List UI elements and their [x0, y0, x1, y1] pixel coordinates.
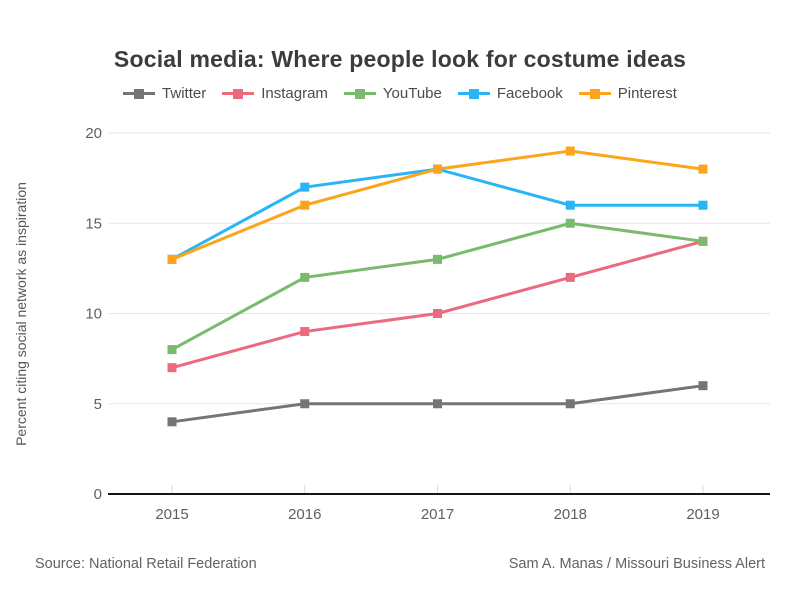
x-tick-label: 2018: [554, 506, 587, 523]
series-marker-pinterest: [167, 254, 177, 264]
series-marker-facebook: [300, 182, 310, 192]
series-marker-instagram: [300, 327, 310, 337]
series-marker-instagram: [167, 363, 177, 373]
legend-marker-icon: [354, 88, 365, 99]
series-marker-twitter: [565, 399, 575, 409]
legend-swatch-pinterest: [578, 88, 611, 99]
series-line-facebook: [171, 167, 703, 261]
legend-marker-icon: [468, 88, 479, 99]
series-marker-twitter: [698, 381, 708, 391]
series-marker-youtube: [167, 345, 177, 355]
x-tick-label: 2019: [686, 506, 719, 523]
chart-title: Social media: Where people look for cost…: [113, 46, 687, 72]
y-tick-label: 0: [94, 486, 102, 503]
series-marker-twitter: [167, 417, 177, 427]
x-tick-label: 2015: [155, 506, 188, 523]
source-credit: Source: National Retail Federation: [35, 556, 257, 572]
legend-label-pinterest: Pinterest: [617, 85, 677, 102]
legend-label-instagram: Instagram: [261, 85, 328, 102]
series-marker-pinterest: [565, 146, 575, 156]
legend-swatch-youtube: [343, 88, 376, 99]
author-credit: Sam A. Manas / Missouri Business Alert: [508, 556, 765, 572]
chart-legend: Twitter Instagram YouTube Facebook Pinterest: [0, 85, 800, 102]
legend-item-pinterest: Pinterest: [578, 85, 677, 102]
series-marker-youtube: [300, 272, 310, 282]
legend-item-instagram: Instagram: [222, 85, 328, 102]
legend-item-youtube: YouTube: [343, 85, 442, 102]
y-tick-label: 5: [94, 396, 102, 413]
series-line-youtube: [171, 221, 704, 351]
series-marker-twitter: [433, 399, 442, 409]
legend-swatch-instagram: [222, 88, 255, 99]
series-marker-instagram: [433, 309, 442, 318]
series-marker-pinterest: [300, 200, 310, 210]
legend-item-twitter: Twitter: [123, 85, 206, 102]
series-marker-twitter: [300, 399, 310, 409]
legend-label-youtube: YouTube: [382, 85, 442, 102]
legend-marker-icon: [233, 88, 244, 99]
legend-label-twitter: Twitter: [162, 85, 207, 102]
legend-marker-icon: [134, 88, 145, 99]
series-marker-youtube: [565, 218, 575, 228]
chart-footer: Source: National Retail Federation Sam A…: [0, 556, 800, 572]
series-marker-pinterest: [433, 164, 442, 174]
y-tick-label: 20: [85, 125, 102, 142]
series-marker-pinterest: [698, 164, 708, 174]
series-marker-youtube: [433, 254, 442, 264]
series-marker-youtube: [698, 236, 708, 246]
y-tick-label: 10: [85, 306, 102, 323]
x-tick-label: 2017: [421, 506, 454, 523]
x-tick-label: 2016: [288, 506, 321, 523]
legend-swatch-twitter: [123, 88, 156, 99]
series-marker-facebook: [698, 200, 708, 210]
y-tick-label: 15: [85, 215, 102, 232]
legend-swatch-facebook: [457, 88, 490, 99]
legend-label-facebook: Facebook: [496, 85, 563, 102]
series-marker-facebook: [565, 200, 575, 210]
legend-item-facebook: Facebook: [457, 85, 563, 102]
series-marker-instagram: [565, 272, 575, 282]
legend-marker-icon: [589, 88, 600, 99]
